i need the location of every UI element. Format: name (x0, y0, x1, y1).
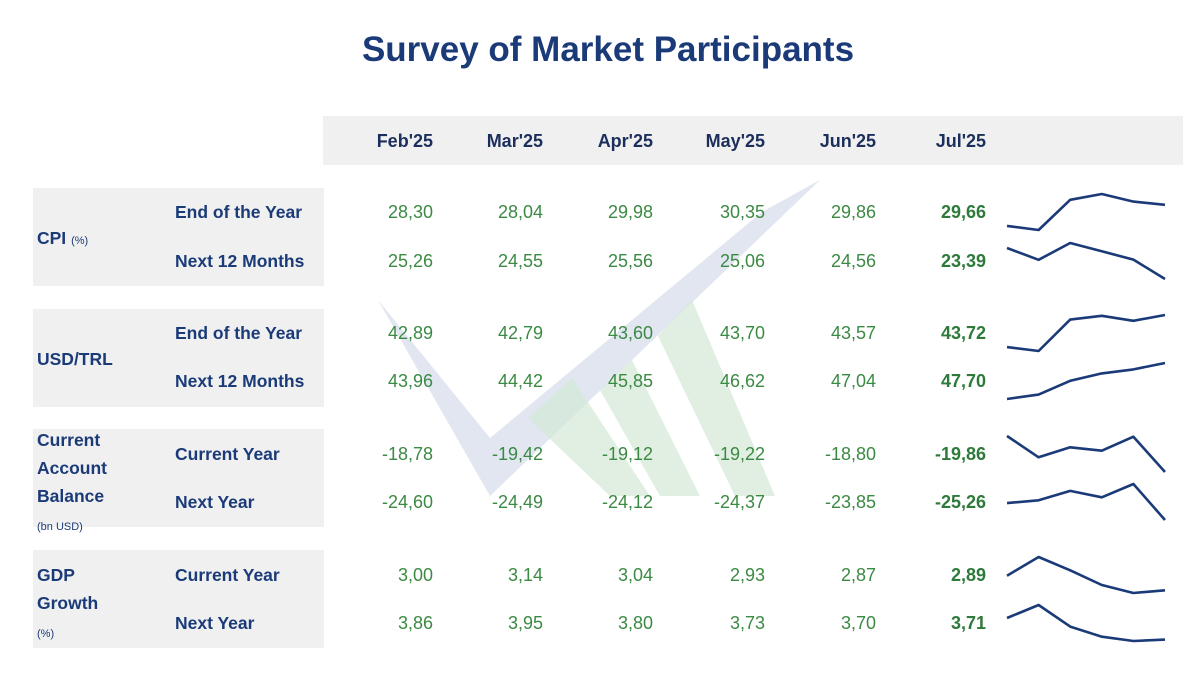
value-cell: 3,04 (617, 565, 653, 585)
value-cell: 2,89 (950, 565, 986, 585)
value-cell: 25,26 (387, 251, 433, 271)
row-label: Next Year (175, 492, 255, 512)
value-cell: 25,56 (607, 251, 653, 271)
group-name: CPI (37, 228, 67, 248)
group-label-2: Current Account Balance (bn USD) (37, 426, 132, 538)
value-cell: 2,93 (729, 565, 765, 585)
value-cell: -24,60 (381, 492, 433, 512)
sparkline-1-0 (1006, 313, 1166, 353)
value-cell: -18,80 (824, 444, 876, 464)
value-cell: 3,14 (507, 565, 543, 585)
row-label: Current Year (175, 444, 280, 464)
value-cell: 43,60 (607, 323, 653, 343)
value-cell: 3,71 (950, 613, 986, 633)
value-cell: 23,39 (940, 251, 986, 271)
value-cell: 24,56 (830, 251, 876, 271)
column-header-2: Apr'25 (597, 131, 653, 151)
sparkline-3-1 (1006, 603, 1166, 643)
group-label-3: GDP Growth (%) (37, 561, 117, 645)
value-cell: 42,89 (387, 323, 433, 343)
sparkline-1-1 (1006, 361, 1166, 401)
page-title: Survey of Market Participants (361, 30, 855, 69)
value-cell: 25,06 (719, 251, 765, 271)
value-cell: -19,12 (601, 444, 653, 464)
value-cell: -19,86 (934, 444, 986, 464)
row-label: Next 12 Months (175, 371, 305, 391)
value-cell: 43,96 (387, 371, 433, 391)
header-band (323, 116, 1183, 165)
value-cell: 30,35 (719, 202, 765, 222)
sparkline-3-0 (1006, 555, 1166, 595)
group-band-0 (33, 188, 324, 286)
sparkline-0-0 (1006, 192, 1166, 232)
sparkline-2-0 (1006, 434, 1166, 473)
value-cell: -24,12 (601, 492, 653, 512)
value-cell: 42,79 (497, 323, 543, 343)
row-label: Next 12 Months (175, 251, 305, 271)
column-header-0: Feb'25 (376, 131, 433, 151)
value-cell: 3,00 (397, 565, 433, 585)
group-unit: (%) (37, 628, 55, 640)
group-name: USD/TRL (37, 349, 113, 369)
value-cell: 46,62 (719, 371, 765, 391)
column-header-1: Mar'25 (486, 131, 543, 151)
column-header-3: May'25 (705, 131, 765, 151)
value-cell: 2,87 (840, 565, 876, 585)
column-header-4: Jun'25 (819, 131, 876, 151)
value-cell: 28,04 (497, 202, 543, 222)
value-cell: 43,70 (719, 323, 765, 343)
row-label: End of the Year (175, 323, 303, 343)
value-cell: -24,37 (713, 492, 765, 512)
sparkline-2-1 (1006, 482, 1166, 521)
value-cell: 43,57 (830, 323, 876, 343)
value-cell: 29,98 (607, 202, 653, 222)
value-cell: 29,66 (940, 202, 986, 222)
group-band-1 (33, 309, 324, 407)
group-unit: (bn USD) (37, 521, 83, 533)
value-cell: 43,72 (940, 323, 986, 343)
value-cell: -25,26 (934, 492, 986, 512)
value-cell: 44,42 (497, 371, 543, 391)
value-cell: -18,78 (381, 444, 433, 464)
value-cell: -24,49 (491, 492, 543, 512)
group-unit: (%) (71, 235, 89, 247)
value-cell: 29,86 (830, 202, 876, 222)
row-label: End of the Year (175, 202, 303, 222)
value-cell: 45,85 (607, 371, 653, 391)
group-band-3 (33, 550, 324, 648)
value-cell: 47,70 (940, 371, 986, 391)
value-cell: 3,95 (507, 613, 543, 633)
row-label: Current Year (175, 565, 280, 585)
group-label-0: CPI (%) (37, 224, 167, 252)
value-cell: -19,22 (713, 444, 765, 464)
value-cell: 3,70 (840, 613, 876, 633)
group-label-1: USD/TRL (37, 345, 167, 373)
value-cell: 28,30 (387, 202, 433, 222)
value-cell: -19,42 (491, 444, 543, 464)
group-band-2 (33, 429, 324, 527)
value-cell: -23,85 (824, 492, 876, 512)
column-header-5: Jul'25 (935, 131, 986, 151)
value-cell: 3,73 (729, 613, 765, 633)
sparkline-0-1 (1006, 241, 1166, 281)
group-name: Current Account Balance (37, 430, 107, 506)
value-cell: 47,04 (830, 371, 876, 391)
row-label: Next Year (175, 613, 255, 633)
value-cell: 3,80 (617, 613, 653, 633)
group-name: GDP Growth (37, 565, 99, 613)
value-cell: 24,55 (497, 251, 543, 271)
value-cell: 3,86 (397, 613, 433, 633)
